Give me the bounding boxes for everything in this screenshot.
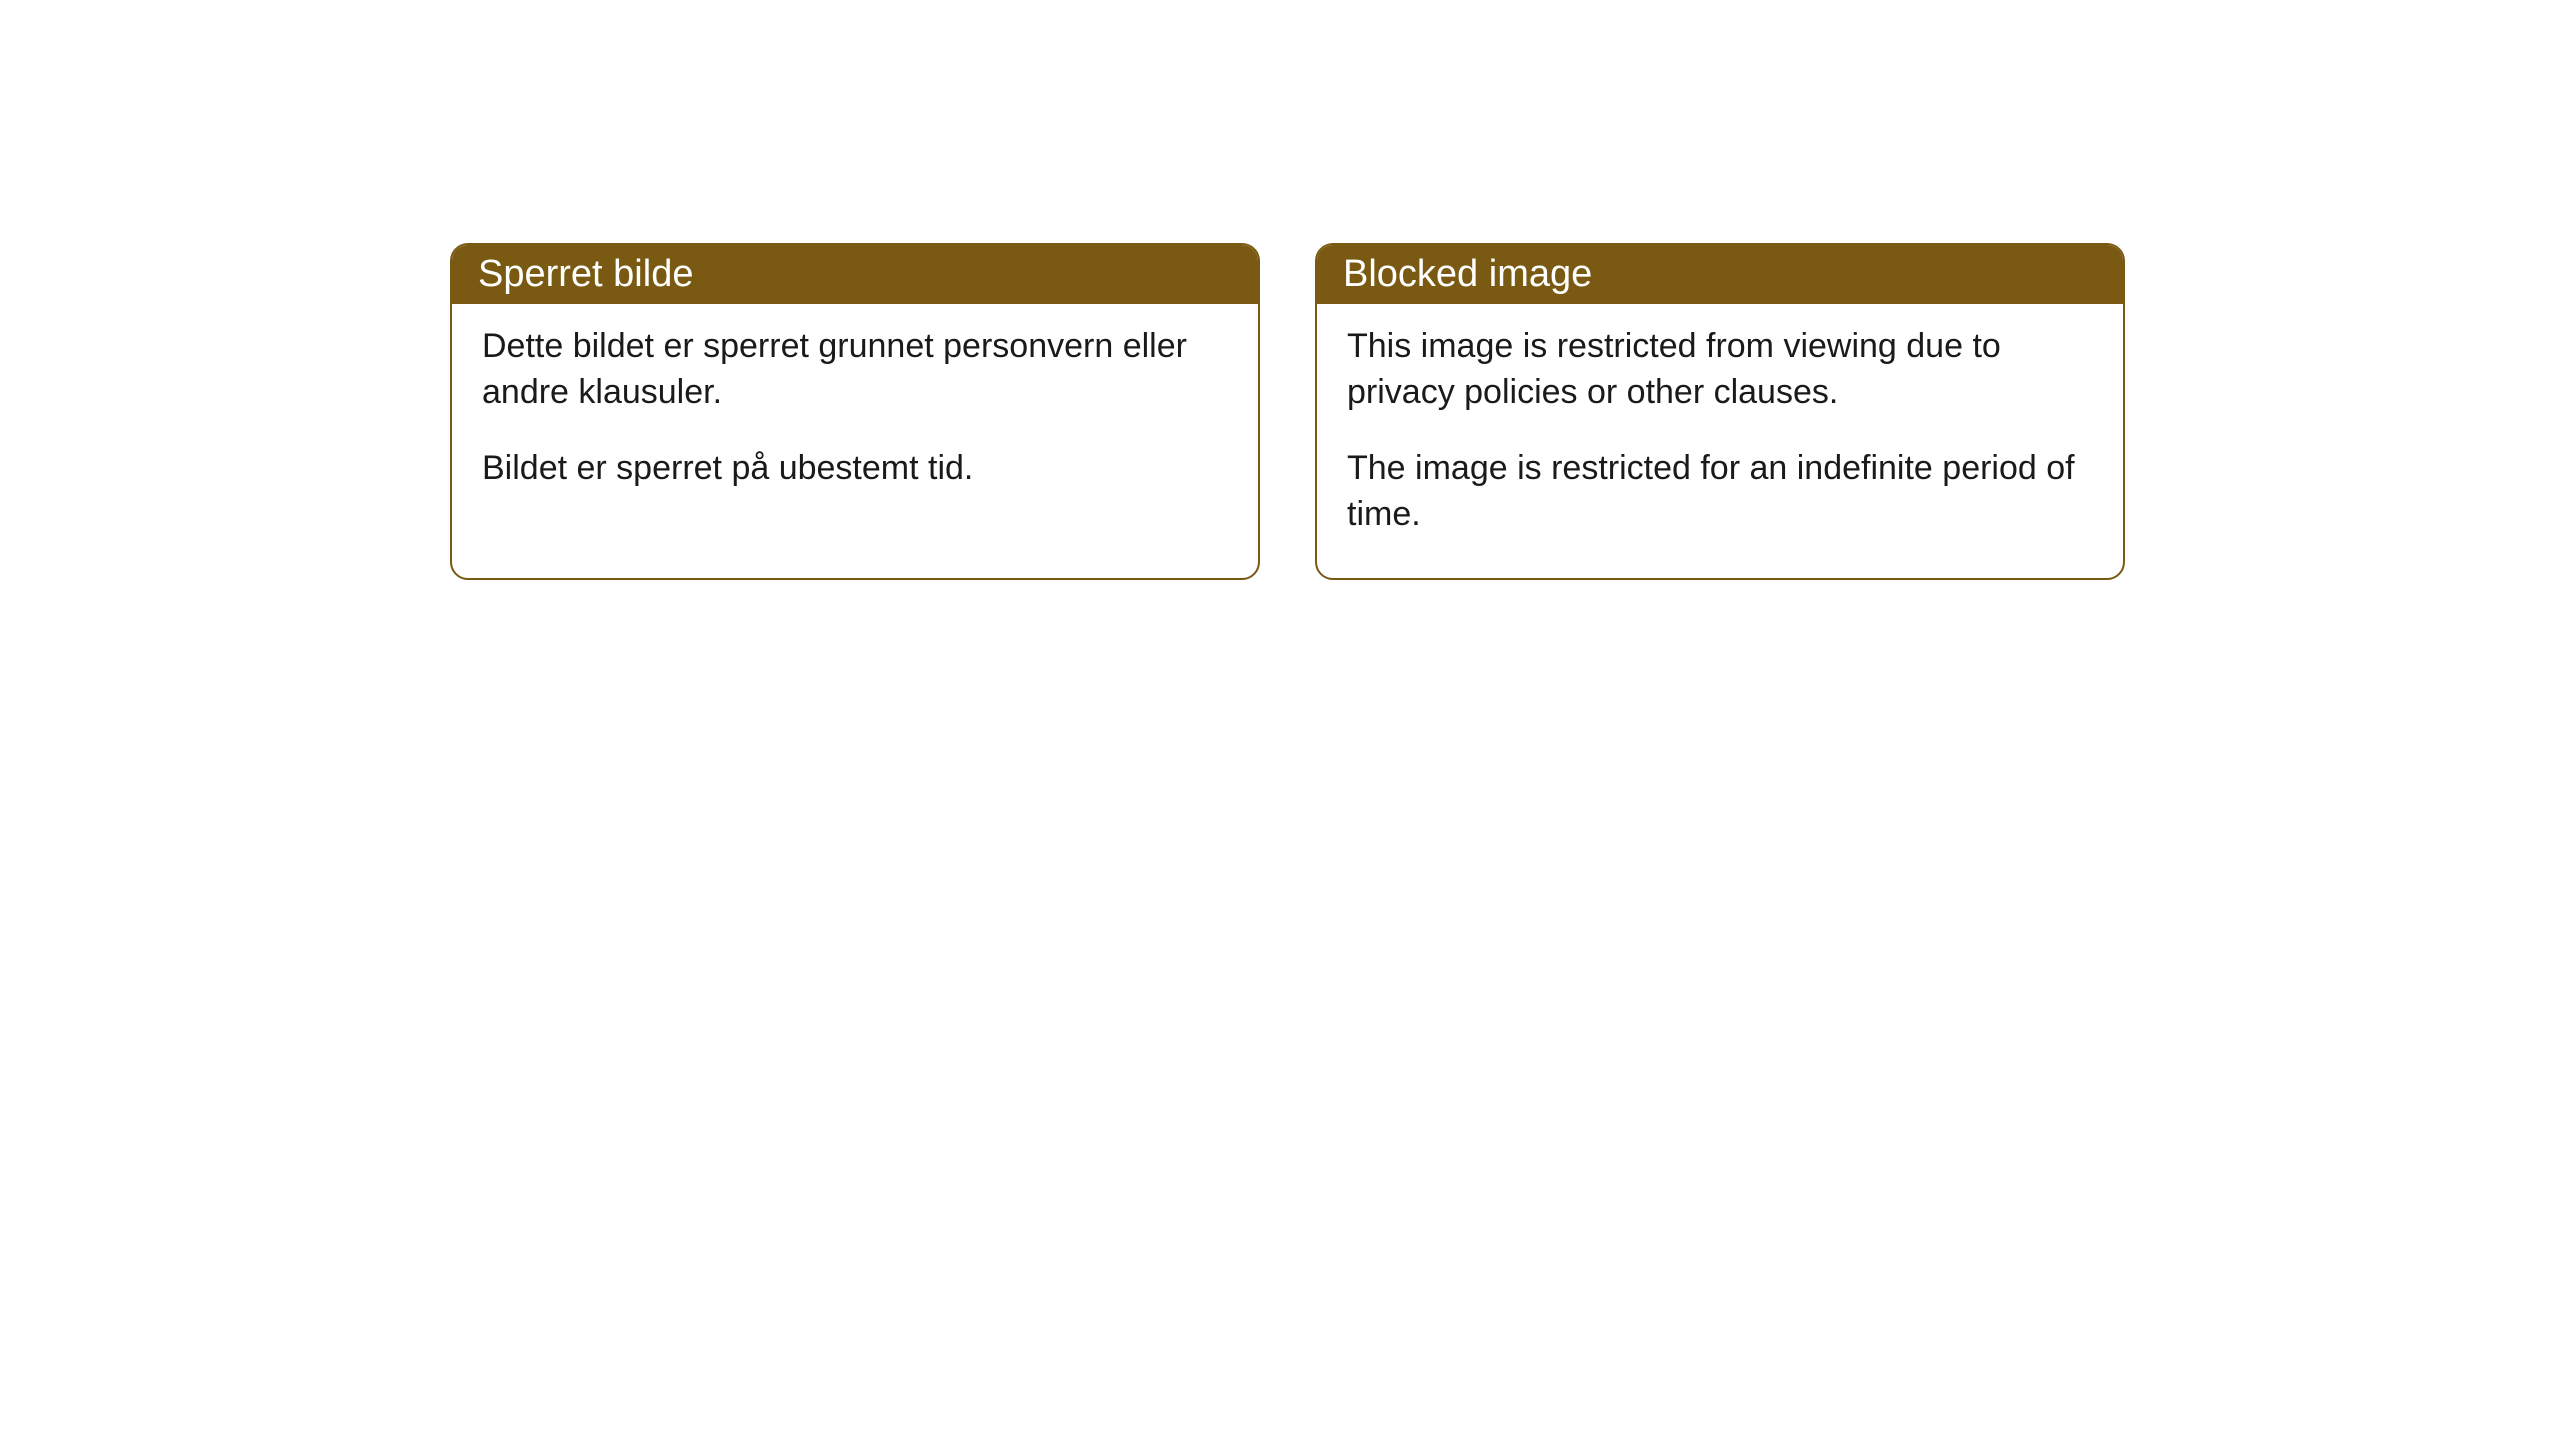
notice-cards-container: Sperret bilde Dette bildet er sperret gr… (450, 243, 2125, 580)
card-body: This image is restricted from viewing du… (1317, 304, 2123, 578)
card-paragraph-1: Dette bildet er sperret grunnet personve… (482, 324, 1228, 416)
blocked-image-card-norwegian: Sperret bilde Dette bildet er sperret gr… (450, 243, 1260, 580)
card-paragraph-2: The image is restricted for an indefinit… (1347, 446, 2093, 538)
card-header: Blocked image (1317, 245, 2123, 304)
blocked-image-card-english: Blocked image This image is restricted f… (1315, 243, 2125, 580)
card-title: Sperret bilde (478, 253, 693, 295)
card-title: Blocked image (1343, 253, 1592, 295)
card-paragraph-1: This image is restricted from viewing du… (1347, 324, 2093, 416)
card-body: Dette bildet er sperret grunnet personve… (452, 304, 1258, 532)
card-header: Sperret bilde (452, 245, 1258, 304)
card-paragraph-2: Bildet er sperret på ubestemt tid. (482, 446, 1228, 492)
